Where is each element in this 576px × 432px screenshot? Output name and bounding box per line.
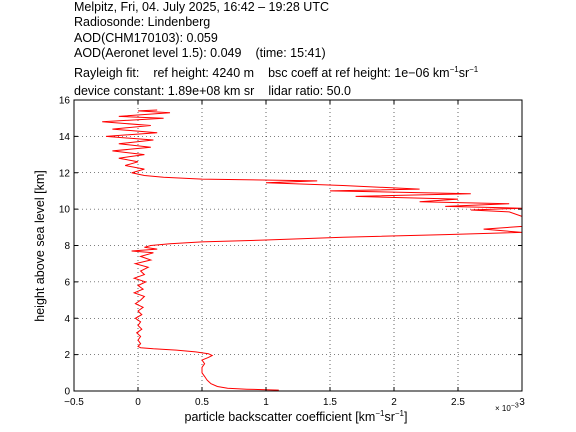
x-tick-label: −0.5 <box>64 397 84 408</box>
device-constant: device constant: 1.89e+08 km sr <box>74 84 255 98</box>
y-tick-label: 0 <box>64 387 70 398</box>
y-tick-label: 14 <box>59 132 71 143</box>
x-tick-label: 2.5 <box>451 397 465 408</box>
header-line-4: AOD(Aeronet level 1.5): 0.049 (time: 15:4… <box>74 46 326 61</box>
aeronet-time: (time: 15:41) <box>255 46 326 60</box>
header-line-6: device constant: 1.89e+08 km sr lidar rat… <box>74 84 351 99</box>
x-tick-label: 0.5 <box>195 397 209 408</box>
y-tick-label: 6 <box>64 277 70 288</box>
x-tick-label: 3 <box>519 397 525 408</box>
header-line-5: Rayleigh fit: ref height: 4240 m bsc coeff… <box>74 64 479 81</box>
grid-lines <box>74 100 522 391</box>
y-tick-label: 8 <box>64 241 70 252</box>
x-tick-label: 1.5 <box>323 397 337 408</box>
y-tick-label: 4 <box>64 314 70 325</box>
y-axis-label: height above sea level [km] <box>33 170 47 322</box>
y-tick-label: 2 <box>64 350 70 361</box>
aeronet-aod: AOD(Aeronet level 1.5): 0.049 <box>74 46 242 60</box>
x-tick-label: 1 <box>263 397 269 408</box>
lidar-ratio: lidar ratio: 50.0 <box>268 84 351 98</box>
y-tick-label: 16 <box>59 96 71 107</box>
x-axis-scale-factor: × 10−3 <box>495 402 519 413</box>
y-tick-label: 12 <box>59 168 71 179</box>
ref-height: ref height: 4240 m <box>153 66 255 80</box>
header-line-3: AOD(CHM170103): 0.059 <box>74 31 218 45</box>
y-tick-label: 10 <box>59 205 71 216</box>
header-line-1: Melpitz, Fri, 04. July 2025, 16:42 – 19:… <box>74 0 329 14</box>
x-tick-label: 2 <box>391 397 397 408</box>
x-axis-label: particle backscatter coefficient [km−1sr… <box>184 408 408 424</box>
rayleigh-fit-label: Rayleigh fit: <box>74 66 140 80</box>
backscatter-profile-line <box>102 109 523 391</box>
x-tick-label: 0 <box>135 397 141 408</box>
bsc-coeff-ref: bsc coeff at ref height: 1e−06 km−1sr−1 <box>268 64 479 80</box>
header-line-2: Radiosonde: Lindenberg <box>74 15 211 29</box>
